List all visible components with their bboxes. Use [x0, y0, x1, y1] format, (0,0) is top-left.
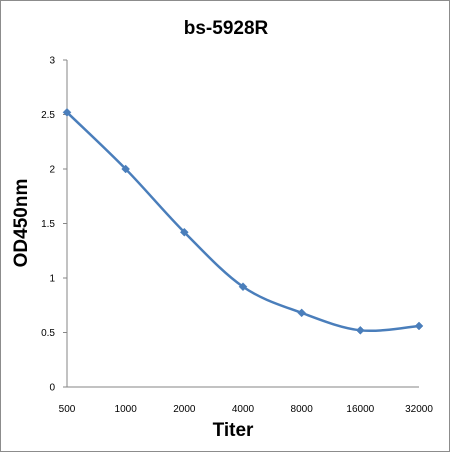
y-tick-label: 2.5 — [41, 110, 55, 121]
data-point-marker — [179, 227, 189, 237]
y-axis-title-group: OD450nm — [11, 179, 32, 268]
data-point-marker — [238, 282, 248, 292]
chart-title: bs-5928R — [184, 18, 269, 39]
x-ticks: 500 1000 2000 4000 8000 16000 32000 — [59, 404, 434, 415]
y-ticks: 0 0.5 1 1.5 2 2.5 3 — [41, 56, 67, 394]
data-point-marker — [62, 107, 72, 117]
data-point-marker — [414, 321, 424, 331]
x-tick-label: 8000 — [291, 404, 314, 415]
y-axis-title: OD450nm — [11, 179, 32, 268]
x-tick-label: 2000 — [173, 404, 196, 415]
y-tick-label: 1.5 — [41, 219, 55, 230]
y-tick-label: 2 — [49, 165, 55, 176]
series-line — [65, 111, 421, 333]
x-tick-label: 16000 — [346, 404, 374, 415]
y-tick-label: 1 — [49, 274, 55, 285]
x-tick-label: 500 — [59, 404, 76, 415]
data-point-marker — [297, 308, 307, 318]
x-tick-label: 4000 — [232, 404, 255, 415]
data-point-marker — [121, 164, 131, 174]
x-axis-title: Titer — [213, 420, 254, 441]
y-tick-label: 0.5 — [41, 328, 55, 339]
data-point-marker — [355, 325, 365, 335]
x-tick-label: 1000 — [115, 404, 138, 415]
y-tick-label: 3 — [49, 56, 55, 67]
y-tick-label: 0 — [49, 383, 55, 394]
data-series — [62, 107, 424, 335]
x-tick-label: 32000 — [405, 404, 433, 415]
